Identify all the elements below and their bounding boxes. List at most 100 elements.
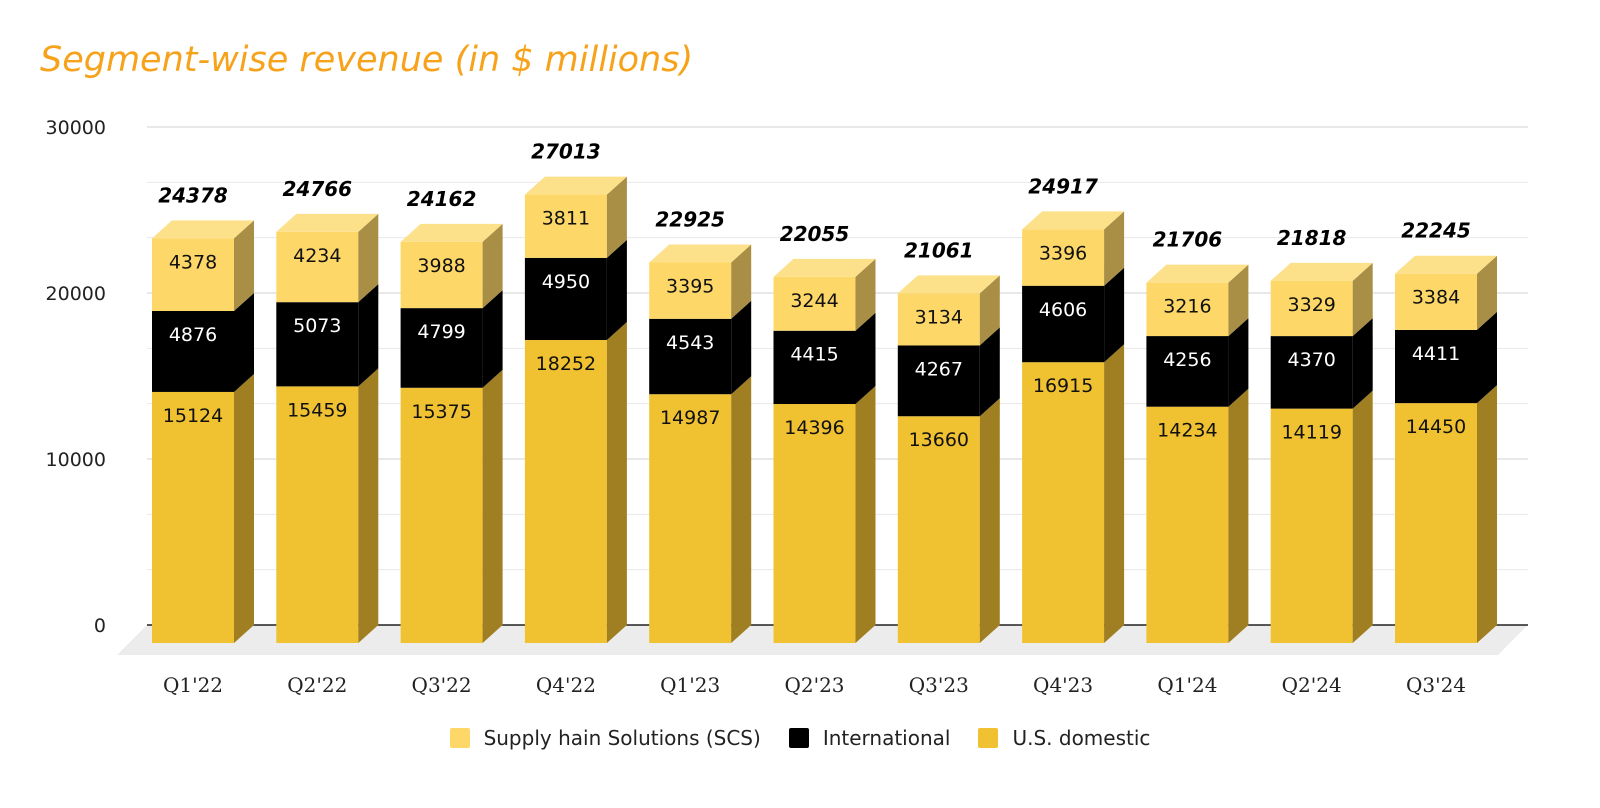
bar-segment-side xyxy=(1352,390,1373,643)
x-tick-label: Q3'22 xyxy=(412,673,472,697)
legend-label-international: International xyxy=(822,726,951,750)
segment-value-label: 15459 xyxy=(287,399,347,421)
bar-segment-side xyxy=(234,373,254,643)
total-value-label: 21818 xyxy=(1277,226,1347,250)
legend-item-us-domestic[interactable]: U.S. domestic xyxy=(978,726,1150,750)
bar-top-face xyxy=(1022,211,1125,230)
segment-value-label: 4370 xyxy=(1288,349,1336,371)
bar-segment-side xyxy=(482,223,503,309)
bar-segment-side xyxy=(606,176,627,258)
x-tick-label: Q4'23 xyxy=(1033,673,1093,697)
bar-segment xyxy=(152,311,234,392)
segment-value-label: 3134 xyxy=(915,306,963,328)
segment-value-label: 14234 xyxy=(1157,420,1217,442)
segment-value-label: 3216 xyxy=(1163,296,1211,318)
bar-segment xyxy=(1146,336,1229,407)
bar-segment-side xyxy=(1228,318,1249,407)
bar-segment xyxy=(897,416,980,643)
legend-label-us-domestic: U.S. domestic xyxy=(1012,726,1151,750)
x-tick-label: Q2'24 xyxy=(1282,673,1342,697)
segment-value-label: 3396 xyxy=(1039,242,1087,264)
bar-segment-side xyxy=(979,275,1000,346)
total-value-label: 24917 xyxy=(1028,174,1098,198)
legend-item-scs[interactable]: Supply hain Solutions (SCS) xyxy=(449,726,761,750)
segment-value-label: 4606 xyxy=(1039,299,1087,321)
x-tick-label: Q4'22 xyxy=(536,673,596,697)
total-value-label: 24766 xyxy=(283,177,353,201)
bar-segment xyxy=(1395,273,1477,330)
bar-segment-side xyxy=(606,239,627,341)
bar-segment-side xyxy=(358,213,379,303)
bar-segment-side xyxy=(482,290,503,388)
bar-segment-side xyxy=(855,258,876,331)
bar-segment-side xyxy=(1352,262,1373,337)
x-tick-label: Q2'22 xyxy=(287,673,347,697)
segment-value-label: 5073 xyxy=(293,315,341,337)
y-tick-label: 30000 xyxy=(46,117,106,139)
segment-value-label: 4411 xyxy=(1412,343,1460,365)
bar-top-face xyxy=(649,244,752,263)
bar-segment xyxy=(773,404,856,643)
bar-segment xyxy=(524,257,607,341)
bar-segment xyxy=(276,302,359,387)
segment-value-label: 3329 xyxy=(1288,294,1336,316)
bar-segment xyxy=(524,194,607,258)
bar-segment xyxy=(1022,229,1105,286)
bar-segment-side xyxy=(358,284,379,387)
y-tick-label: 20000 xyxy=(46,283,106,305)
segment-value-label: 15124 xyxy=(163,405,223,427)
segment-value-label: 3811 xyxy=(542,208,590,230)
bar-segment-side xyxy=(1477,385,1497,643)
segment-value-label: 14987 xyxy=(660,407,720,429)
bar-segment xyxy=(1270,280,1353,337)
bar-segment xyxy=(276,231,359,303)
bar-segment-side xyxy=(979,398,1000,643)
segment-value-label: 4415 xyxy=(790,344,838,366)
bar-segment xyxy=(1395,329,1477,404)
bar-segment-side xyxy=(1104,211,1125,286)
segment-value-label: 3395 xyxy=(666,275,714,297)
bar-segment xyxy=(400,241,483,309)
bar-segment xyxy=(773,276,856,331)
bar-segment xyxy=(152,238,234,311)
legend-swatch-scs xyxy=(449,728,470,748)
bar-segment-side xyxy=(731,244,752,319)
segment-value-label: 4256 xyxy=(1163,349,1211,371)
segment-value-label: 16915 xyxy=(1033,375,1093,397)
legend-swatch-us-domestic xyxy=(978,728,999,748)
segment-value-label: 3384 xyxy=(1412,287,1460,309)
bar-top-face xyxy=(897,275,1000,294)
bar-segment xyxy=(649,318,732,395)
segment-value-label: 4234 xyxy=(293,245,341,267)
bar-segment-side xyxy=(731,376,752,643)
bar-segment xyxy=(1270,408,1353,643)
bar-segment xyxy=(276,386,359,643)
bar-segment-side xyxy=(1228,388,1249,643)
segment-value-label: 4799 xyxy=(417,321,465,343)
bar-segment xyxy=(897,345,980,417)
y-tick-label: 10000 xyxy=(46,449,106,471)
bar-segment-side xyxy=(979,327,1000,417)
legend-label-scs: Supply hain Solutions (SCS) xyxy=(483,726,761,750)
bar-top-face xyxy=(773,258,876,277)
x-tick-label: Q2'23 xyxy=(784,673,844,697)
bar-top-face xyxy=(152,220,254,239)
segment-value-label: 13660 xyxy=(909,429,969,451)
bar-segment xyxy=(1146,282,1229,337)
total-value-label: 22055 xyxy=(780,222,850,246)
x-tick-label: Q1'23 xyxy=(660,673,720,697)
bar-segment-side xyxy=(606,322,627,643)
bar-segment xyxy=(152,391,234,643)
total-value-label: 21706 xyxy=(1153,228,1223,252)
x-tick-label: Q1'24 xyxy=(1157,673,1217,697)
bar-segment-side xyxy=(358,368,379,643)
bar-segment xyxy=(1146,406,1229,643)
x-tick-label: Q3'23 xyxy=(909,673,969,697)
x-tick-label: Q3'24 xyxy=(1406,673,1466,697)
y-tick-label: 0 xyxy=(94,615,106,637)
bar-segment xyxy=(1270,336,1353,409)
legend-item-international[interactable]: International xyxy=(788,726,951,750)
bar-segment-side xyxy=(731,300,752,395)
total-value-label: 27013 xyxy=(531,140,601,164)
